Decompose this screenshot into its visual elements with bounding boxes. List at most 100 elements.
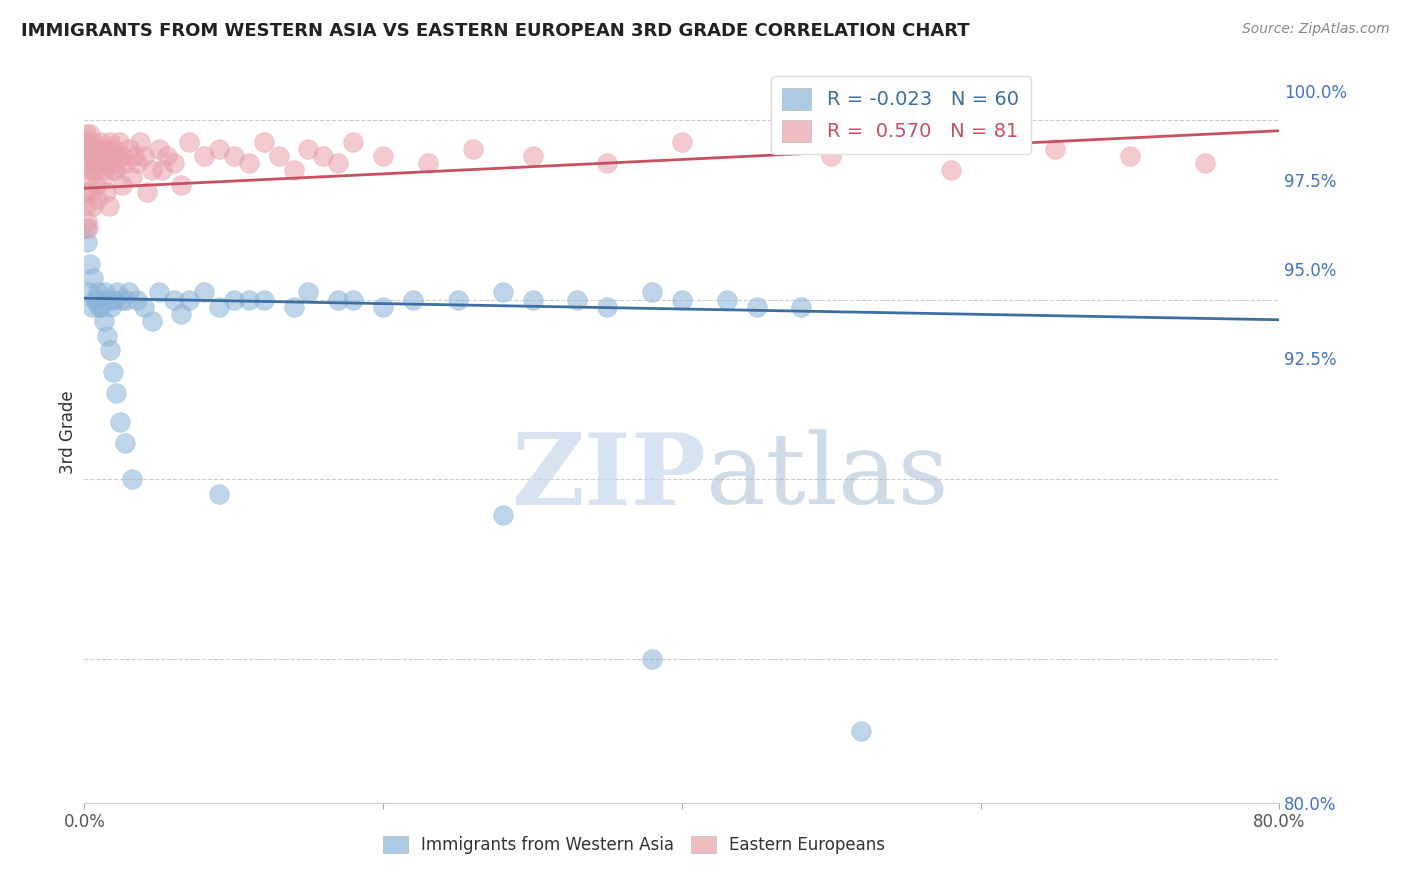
Point xyxy=(76,220,98,235)
Point xyxy=(136,185,159,199)
Point xyxy=(79,128,101,142)
Point xyxy=(208,142,231,156)
Point xyxy=(97,293,120,307)
Point xyxy=(105,285,128,300)
Point xyxy=(170,307,193,321)
Point xyxy=(91,293,114,307)
Point xyxy=(163,293,186,307)
Point xyxy=(97,156,120,170)
Point xyxy=(76,235,98,249)
Point xyxy=(104,149,127,163)
Point xyxy=(522,149,544,163)
Point xyxy=(193,285,215,300)
Point xyxy=(297,285,319,300)
Point xyxy=(150,163,173,178)
Point xyxy=(790,300,813,314)
Point xyxy=(86,293,108,307)
Point xyxy=(89,156,111,170)
Point xyxy=(155,149,177,163)
Y-axis label: 3rd Grade: 3rd Grade xyxy=(59,391,77,475)
Point xyxy=(91,149,114,163)
Point xyxy=(118,142,141,156)
Point xyxy=(114,156,136,170)
Point xyxy=(77,149,100,163)
Point xyxy=(107,135,129,149)
Point xyxy=(100,300,122,314)
Point xyxy=(328,156,350,170)
Point xyxy=(96,328,118,343)
Point xyxy=(80,185,103,199)
Point xyxy=(163,156,186,170)
Point xyxy=(90,135,112,149)
Point xyxy=(1045,142,1067,156)
Point xyxy=(104,163,127,178)
Point xyxy=(267,149,290,163)
Point xyxy=(820,149,842,163)
Point xyxy=(253,293,276,307)
Point xyxy=(115,293,138,307)
Point xyxy=(98,343,121,357)
Point xyxy=(83,163,105,178)
Point xyxy=(125,156,148,170)
Point xyxy=(105,156,128,170)
Text: atlas: atlas xyxy=(706,429,949,524)
Point xyxy=(283,300,305,314)
Point xyxy=(94,185,117,199)
Point xyxy=(148,142,170,156)
Point xyxy=(86,192,108,206)
Point xyxy=(128,135,150,149)
Text: Source: ZipAtlas.com: Source: ZipAtlas.com xyxy=(1241,22,1389,37)
Point xyxy=(461,142,484,156)
Point xyxy=(77,156,100,170)
Point xyxy=(447,293,470,307)
Point xyxy=(596,156,619,170)
Point xyxy=(93,314,115,328)
Point xyxy=(193,149,215,163)
Point xyxy=(75,128,97,142)
Point xyxy=(222,149,245,163)
Point xyxy=(1119,149,1142,163)
Point xyxy=(118,285,141,300)
Point xyxy=(939,163,962,178)
Point xyxy=(148,285,170,300)
Point xyxy=(101,149,124,163)
Point xyxy=(132,149,156,163)
Point xyxy=(141,314,163,328)
Point xyxy=(75,220,97,235)
Point xyxy=(84,178,107,192)
Point xyxy=(87,149,110,163)
Point xyxy=(93,163,115,178)
Point xyxy=(297,142,319,156)
Point xyxy=(122,149,145,163)
Point xyxy=(94,142,117,156)
Point xyxy=(82,149,104,163)
Point xyxy=(222,293,245,307)
Point xyxy=(312,149,335,163)
Point xyxy=(851,723,873,738)
Point xyxy=(416,156,439,170)
Point xyxy=(177,135,200,149)
Point xyxy=(716,293,738,307)
Point xyxy=(101,163,124,178)
Point xyxy=(121,472,143,486)
Point xyxy=(328,293,350,307)
Point xyxy=(82,271,104,285)
Point xyxy=(75,185,97,199)
Point xyxy=(567,293,589,307)
Point xyxy=(79,257,101,271)
Point xyxy=(104,386,127,401)
Point xyxy=(79,163,101,178)
Point xyxy=(671,293,693,307)
Point xyxy=(100,149,122,163)
Point xyxy=(402,293,425,307)
Point xyxy=(177,293,200,307)
Point xyxy=(76,213,98,227)
Point xyxy=(82,199,104,213)
Point xyxy=(342,293,364,307)
Point xyxy=(103,142,125,156)
Point xyxy=(253,135,276,149)
Point xyxy=(75,199,97,213)
Point xyxy=(111,293,134,307)
Point xyxy=(283,163,305,178)
Point xyxy=(83,293,105,307)
